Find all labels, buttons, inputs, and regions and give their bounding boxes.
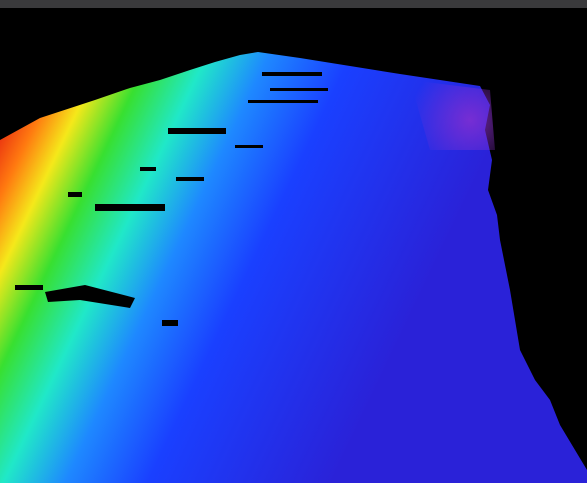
depth-haze: [410, 80, 495, 150]
terrain-surface: [0, 52, 587, 483]
data-gaps: [15, 72, 328, 326]
top-bar: [0, 0, 587, 8]
